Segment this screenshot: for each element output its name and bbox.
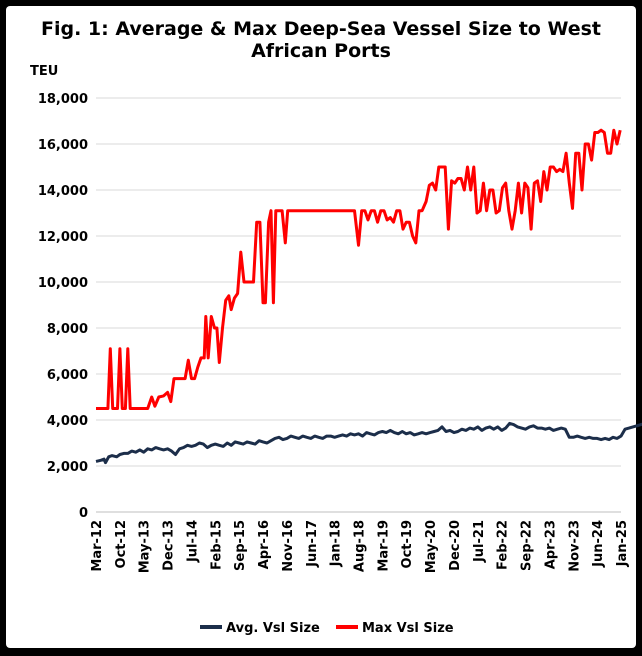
y-tick-label: 8,000 [47, 322, 88, 337]
y-tick-label: 12,000 [38, 230, 88, 245]
y-axis-unit-label: TEU [30, 64, 58, 79]
x-tick-label: Aug-18 [353, 520, 368, 572]
x-tick-label: May-20 [424, 520, 439, 573]
x-tick-label: Oct-19 [400, 520, 415, 568]
legend-label-max: Max Vsl Size [362, 621, 454, 636]
legend: Avg. Vsl Size Max Vsl Size [200, 621, 454, 636]
x-tick-label: Jan-25 [615, 520, 630, 567]
x-tick-label: Jul-14 [185, 520, 200, 563]
x-tick-label: Apr-23 [543, 520, 558, 569]
x-tick-label: Nov-16 [281, 520, 296, 572]
legend-label-avg: Avg. Vsl Size [226, 621, 320, 636]
x-tick-label: Mar-19 [376, 520, 391, 572]
y-tick-label: 14,000 [38, 184, 88, 199]
series-line-max-vsl-size [96, 128, 622, 410]
x-tick-label: Jun-24 [591, 520, 606, 568]
y-tick-label: 2,000 [47, 460, 88, 475]
x-tick-label: Sep-22 [520, 520, 535, 571]
x-tick-label: Jan-18 [329, 520, 344, 567]
y-axis-ticks: 0 2,000 4,000 6,000 8,000 10,000 12,000 14,000 1… [38, 92, 88, 521]
gridlines [96, 97, 621, 513]
chart-title-line1: Fig. 1: Average & Max Deep-Sea Vessel Si… [40, 18, 602, 40]
x-tick-label: Apr-16 [257, 520, 272, 569]
y-tick-label: 6,000 [47, 368, 88, 383]
x-tick-label: Nov-23 [567, 520, 582, 572]
y-tick-label: 16,000 [38, 138, 88, 153]
x-tick-label: Jun-17 [305, 520, 320, 568]
chart-panel: Fig. 1: Average & Max Deep-Sea Vessel Si… [6, 6, 636, 648]
x-tick-label: Feb-22 [496, 520, 511, 570]
x-tick-label: Oct-12 [114, 520, 129, 568]
x-tick-label: Sep-15 [233, 520, 248, 571]
y-tick-label: 0 [79, 506, 88, 521]
x-tick-label: Mar-12 [90, 520, 105, 572]
x-tick-label: Jul-21 [472, 520, 487, 563]
series-lines [95, 128, 642, 465]
x-tick-label: Dec-20 [448, 520, 463, 571]
series-line-avg-vsl-size [95, 421, 642, 465]
x-axis-ticks: Mar-12 Oct-12 May-13 Dec-13 Jul-14 Feb-15 Sep-… [90, 520, 630, 573]
y-tick-label: 4,000 [47, 414, 88, 429]
chart-title: Fig. 1: Average & Max Deep-Sea Vessel Si… [6, 18, 636, 62]
x-tick-label: Dec-13 [162, 520, 177, 571]
x-tick-label: Feb-15 [209, 520, 224, 570]
chart-title-line2: African Ports [251, 40, 391, 62]
y-tick-label: 18,000 [38, 92, 88, 107]
y-tick-label: 10,000 [38, 276, 88, 291]
x-tick-label: May-13 [138, 520, 153, 573]
